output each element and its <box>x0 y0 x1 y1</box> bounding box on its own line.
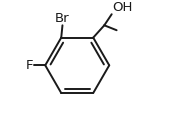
Text: F: F <box>26 59 33 72</box>
Text: Br: Br <box>55 12 70 25</box>
Text: OH: OH <box>112 1 133 14</box>
